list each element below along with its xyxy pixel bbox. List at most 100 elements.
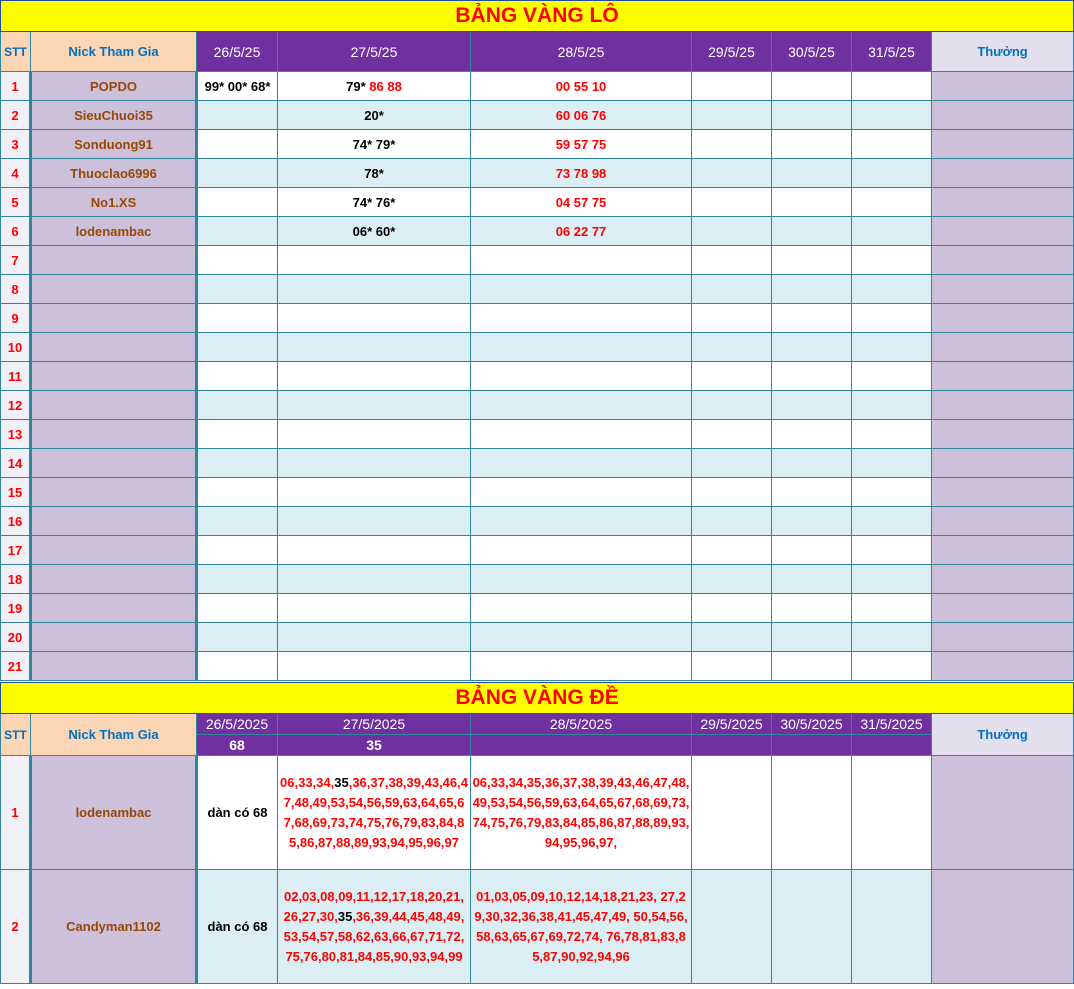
entry-cell[interactable] [196,216,278,246]
entry-cell[interactable]: 73 78 98 [470,158,692,188]
entry-cell[interactable] [196,245,278,275]
entry-cell[interactable] [196,506,278,536]
entry-cell[interactable] [851,448,932,478]
entry-cell[interactable] [771,332,852,362]
entry-cell[interactable] [691,869,772,984]
entry-cell[interactable] [470,622,692,652]
nick-cell[interactable] [29,535,198,565]
entry-cell[interactable] [470,564,692,594]
prize-cell[interactable] [930,506,1074,536]
entry-cell[interactable] [851,622,932,652]
entry-cell[interactable] [691,274,772,304]
entry-cell[interactable] [196,390,278,420]
entry-cell[interactable] [851,274,932,304]
entry-cell[interactable] [771,477,852,507]
entry-cell[interactable] [851,651,932,681]
entry-cell[interactable]: 79* 86 88 [277,71,471,101]
nick-cell[interactable] [29,303,198,333]
prize-cell[interactable] [930,419,1074,449]
entry-cell[interactable] [196,419,278,449]
entry-cell[interactable] [691,419,772,449]
entry-cell[interactable]: 04 57 75 [470,187,692,217]
prize-cell[interactable] [930,869,1074,984]
nick-cell[interactable] [29,361,198,391]
nick-cell[interactable] [29,274,198,304]
entry-cell[interactable] [277,506,471,536]
entry-cell[interactable]: 60 06 76 [470,100,692,130]
entry-cell[interactable] [470,303,692,333]
entry-cell[interactable] [771,158,852,188]
nick-cell[interactable] [29,332,198,362]
nick-cell[interactable] [29,564,198,594]
entry-cell[interactable] [196,535,278,565]
entry-cell[interactable] [771,71,852,101]
nick-cell[interactable] [29,506,198,536]
entry-cell[interactable] [277,274,471,304]
prize-cell[interactable] [930,390,1074,420]
entry-cell[interactable]: 02,03,08,09,11,12,17,18,20,21, 26,27,30,… [277,869,471,984]
nick-cell[interactable] [29,448,198,478]
entry-cell[interactable]: 01,03,05,09,10,12,14,18,21,23, 27,29,30,… [470,869,692,984]
entry-cell[interactable] [851,245,932,275]
prize-cell[interactable] [930,361,1074,391]
entry-cell[interactable] [771,755,852,870]
entry-cell[interactable] [771,274,852,304]
prize-cell[interactable] [930,477,1074,507]
entry-cell[interactable] [196,303,278,333]
entry-cell[interactable]: 06,33,34,35,36,37,38,39,43,46,47,48,49,5… [277,755,471,870]
prize-cell[interactable] [930,755,1074,870]
entry-cell[interactable]: 78* [277,158,471,188]
entry-cell[interactable] [691,71,772,101]
entry-cell[interactable] [771,245,852,275]
entry-cell[interactable] [771,100,852,130]
nick-cell[interactable] [29,651,198,681]
nick-cell[interactable] [29,477,198,507]
entry-cell[interactable] [771,129,852,159]
entry-cell[interactable] [771,622,852,652]
entry-cell[interactable] [196,477,278,507]
nick-cell[interactable] [29,390,198,420]
nick-cell[interactable] [29,245,198,275]
prize-cell[interactable] [930,564,1074,594]
entry-cell[interactable] [771,361,852,391]
entry-cell[interactable] [691,477,772,507]
nick-cell[interactable] [29,622,198,652]
entry-cell[interactable] [277,361,471,391]
entry-cell[interactable]: 00 55 10 [470,71,692,101]
entry-cell[interactable] [470,506,692,536]
entry-cell[interactable]: 99* 00* 68* [196,71,278,101]
entry-cell[interactable] [470,477,692,507]
entry-cell[interactable] [691,216,772,246]
entry-cell[interactable]: 74* 76* [277,187,471,217]
entry-cell[interactable] [851,71,932,101]
entry-cell[interactable] [851,158,932,188]
entry-cell[interactable] [691,303,772,333]
entry-cell[interactable] [196,564,278,594]
prize-cell[interactable] [930,158,1074,188]
entry-cell[interactable] [691,755,772,870]
entry-cell[interactable] [691,332,772,362]
entry-cell[interactable] [470,390,692,420]
entry-cell[interactable] [277,651,471,681]
prize-cell[interactable] [930,535,1074,565]
entry-cell[interactable] [771,535,852,565]
prize-cell[interactable] [930,332,1074,362]
entry-cell[interactable] [470,274,692,304]
entry-cell[interactable] [851,593,932,623]
entry-cell[interactable] [277,477,471,507]
entry-cell[interactable] [771,390,852,420]
nick-cell[interactable]: SieuChuoi35 [29,100,198,130]
prize-cell[interactable] [930,216,1074,246]
entry-cell[interactable] [691,361,772,391]
entry-cell[interactable] [771,216,852,246]
entry-cell[interactable]: 20* [277,100,471,130]
prize-cell[interactable] [930,622,1074,652]
entry-cell[interactable] [196,651,278,681]
entry-cell[interactable] [277,622,471,652]
entry-cell[interactable]: 06,33,34,35,36,37,38,39,43,46,47,48, 49,… [470,755,692,870]
nick-cell[interactable]: Candyman1102 [29,869,198,984]
entry-cell[interactable] [771,564,852,594]
entry-cell[interactable] [771,506,852,536]
entry-cell[interactable] [691,158,772,188]
entry-cell[interactable] [851,869,932,984]
